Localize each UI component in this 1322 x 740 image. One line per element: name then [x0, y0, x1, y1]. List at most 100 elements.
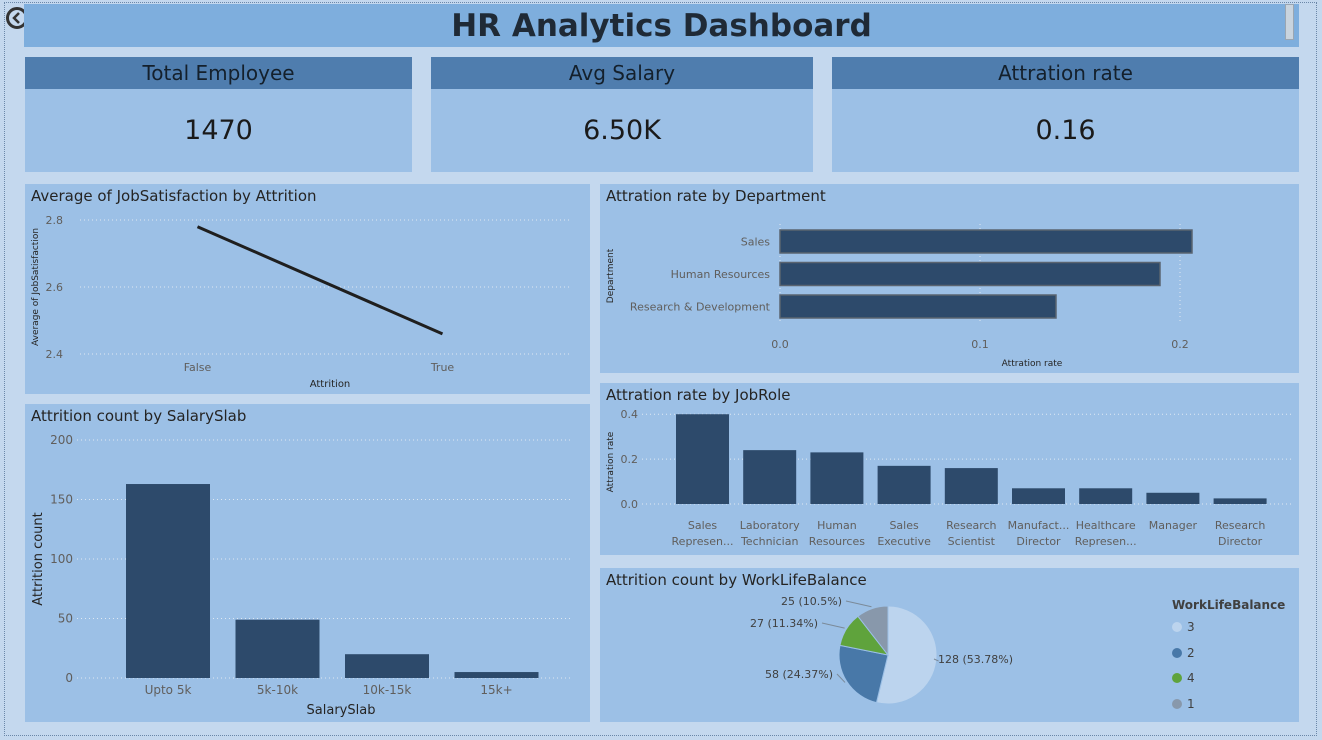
- x-tick-label: Represen...: [1075, 535, 1137, 548]
- x-tick-label: 10k-15k: [363, 683, 412, 697]
- worklifebalance-chart: 128 (53.78%) 58 (24.37%) 27 (11.34%) 25 (10…: [750, 595, 1013, 705]
- bar: [235, 619, 320, 678]
- bar: [676, 414, 729, 504]
- x-tick-label: False: [184, 361, 212, 374]
- legend-label: 4: [1187, 671, 1195, 685]
- department-chart: 0.0 0.1 0.2 Sales Human Resources Research & …: [606, 224, 1193, 369]
- y-tick-label: 2.6: [46, 281, 64, 294]
- x-tick-label: Director: [1218, 535, 1263, 548]
- y-tick-label: Human Resources: [671, 268, 771, 281]
- bar: [1012, 488, 1065, 504]
- x-tick-label: 0.0: [771, 338, 789, 351]
- y-tick-label: 0.2: [621, 453, 639, 466]
- x-tick-label: Director: [1016, 535, 1061, 548]
- salaryslab-chart: 0 50 100 150 200 Upto 5k 5k-10k 10k-15k 15k+ Sala…: [31, 433, 570, 718]
- x-tick-label: Scientist: [948, 535, 996, 548]
- data-label: 27 (11.34%): [750, 617, 818, 630]
- y-tick-label: 150: [50, 493, 73, 507]
- kpi-card-total-employee[interactable]: Total Employee 1470: [25, 57, 412, 172]
- legend-dot-icon: [1172, 647, 1182, 658]
- visual-title: Attration rate by Department: [606, 187, 826, 205]
- y-tick-label: 50: [58, 612, 73, 626]
- y-tick-label: 2.4: [46, 348, 64, 361]
- pie-slice: [857, 605, 889, 657]
- x-tick-label: True: [430, 361, 455, 374]
- x-tick-label: 0.2: [1171, 338, 1189, 351]
- y-tick-label: 0: [65, 671, 73, 685]
- x-tick-label: Sales: [889, 519, 919, 532]
- x-axis-title: SalarySlab: [307, 703, 376, 718]
- y-axis-title: Average of JobSatisfaction: [31, 228, 41, 346]
- bar: [1079, 488, 1133, 504]
- x-tick-label: 5k-10k: [257, 683, 298, 697]
- x-tick-label: 15k+: [480, 683, 512, 697]
- bar: [1146, 492, 1200, 504]
- kpi-card-avg-salary[interactable]: Avg Salary 6.50K: [431, 57, 813, 172]
- y-tick-label: 0.4: [621, 408, 639, 421]
- kpi-value: 6.50K: [583, 115, 661, 146]
- visual-attrition-by-jobrole[interactable]: Attration rate by JobRole 0.0 0.2 0.4 Sales…: [600, 383, 1299, 555]
- x-tick-label: Laboratory: [740, 519, 800, 532]
- x-tick-label: Sales: [688, 519, 718, 532]
- legend-label: 3: [1187, 620, 1195, 634]
- visual-title: Attrition count by SalarySlab: [31, 407, 247, 425]
- x-tick-label: Technician: [740, 535, 799, 548]
- visual-attrition-by-department[interactable]: Attration rate by Department 0.0 0.1 0.2 Sa…: [600, 184, 1299, 373]
- y-tick-label: 2.8: [46, 214, 64, 227]
- visual-attrition-by-salaryslab[interactable]: Attrition count by SalarySlab 0 50 100 150 2…: [25, 404, 590, 722]
- leader-line: [845, 600, 872, 608]
- bar: [944, 468, 998, 504]
- data-label: 58 (24.37%): [765, 668, 833, 681]
- kpi-label: Total Employee: [25, 57, 412, 89]
- x-tick-label: Upto 5k: [145, 683, 192, 697]
- y-axis-title: Department: [606, 248, 616, 303]
- x-tick-label: Resources: [809, 535, 865, 548]
- legend-dot-icon: [1172, 673, 1182, 683]
- x-tick-label: Represen...: [672, 535, 734, 548]
- x-tick-label: Healthcare: [1076, 519, 1136, 532]
- y-axis-title: Attration rate: [606, 431, 616, 492]
- jobrole-chart: 0.0 0.2 0.4 Sales Represen... Laboratory Techn…: [606, 408, 1292, 548]
- x-tick-label: 0.1: [971, 338, 989, 351]
- x-tick-label: Manager: [1149, 519, 1198, 532]
- data-label: 25 (10.5%): [781, 595, 842, 608]
- kpi-value: 1470: [184, 115, 253, 146]
- bar: [779, 229, 1193, 254]
- visual-attrition-by-worklifebalance[interactable]: Attrition count by WorkLifeBalance 128 (…: [600, 568, 1299, 722]
- bar: [743, 450, 797, 504]
- pie-slice: [838, 644, 889, 704]
- legend-dot-icon: [1172, 698, 1182, 709]
- y-tick-label: Research & Development: [630, 301, 771, 314]
- x-axis-title: Attration rate: [1002, 359, 1063, 369]
- legend-item[interactable]: 4: [1172, 671, 1195, 685]
- visual-title: Attrition count by WorkLifeBalance: [606, 571, 867, 589]
- visual-title: Attration rate by JobRole: [606, 386, 791, 404]
- y-tick-label: Sales: [741, 236, 771, 249]
- x-axis-title: Attrition: [310, 379, 351, 390]
- legend-item[interactable]: 1: [1172, 697, 1195, 711]
- visual-jobsatisfaction-by-attrition[interactable]: Average of JobSatisfaction by Attrition …: [25, 184, 590, 394]
- visual-title: Average of JobSatisfaction by Attrition: [31, 187, 317, 205]
- bar: [779, 294, 1057, 319]
- y-tick-label: 0.0: [621, 498, 639, 511]
- jobsat-chart: 2.4 2.6 2.8 False True Attrition Average of Jo…: [31, 214, 570, 390]
- y-tick-label: 100: [50, 552, 73, 566]
- kpi-label: Avg Salary: [431, 57, 813, 89]
- x-tick-label: Human: [817, 519, 857, 532]
- bar: [877, 465, 931, 504]
- page-title: HR Analytics Dashboard: [451, 7, 872, 44]
- scrollbar[interactable]: [1285, 4, 1294, 40]
- kpi-value: 0.16: [1035, 115, 1096, 146]
- legend-title: WorkLifeBalance: [1172, 598, 1286, 612]
- bar: [810, 452, 864, 504]
- bar: [454, 672, 539, 678]
- pie-slice: [875, 605, 938, 705]
- bar: [779, 261, 1161, 287]
- legend-item[interactable]: 2: [1172, 646, 1195, 660]
- y-tick-label: 200: [50, 433, 73, 447]
- kpi-card-attrition-rate[interactable]: Attration rate 0.16: [832, 57, 1299, 172]
- leader-line: [933, 658, 939, 662]
- legend-label: 2: [1187, 645, 1195, 660]
- bar: [1213, 498, 1267, 504]
- legend-item[interactable]: 3: [1172, 620, 1195, 634]
